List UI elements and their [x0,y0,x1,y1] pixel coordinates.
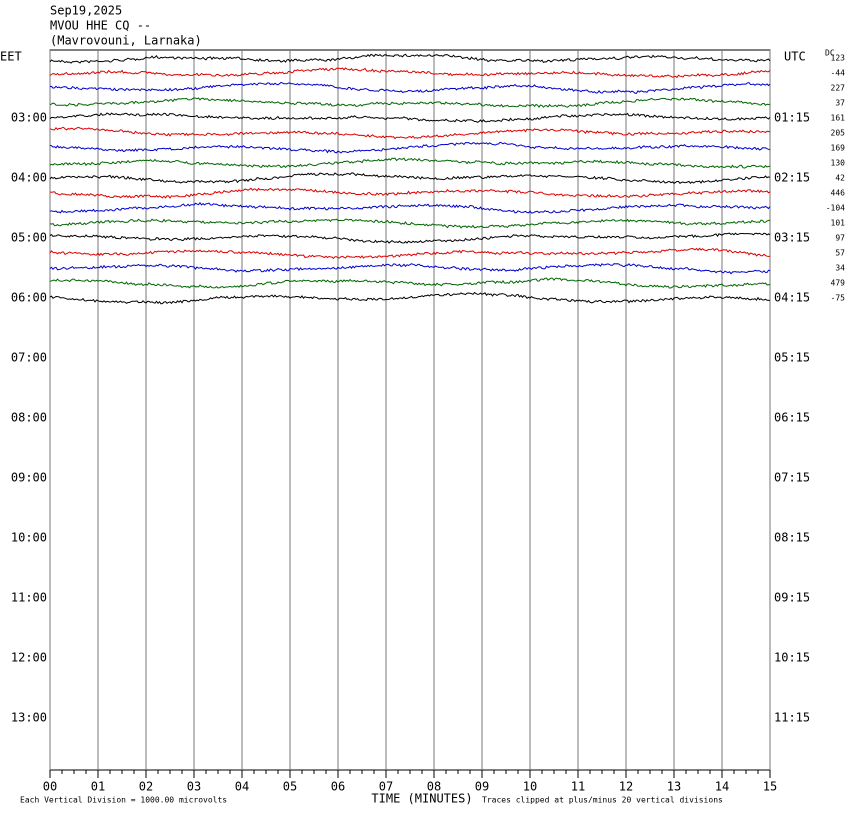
footer-left: Each Vertical Division = 1000.00 microvo… [20,796,227,805]
dc-value: 205 [831,129,846,138]
trace [49,247,770,260]
left-time: 06:00 [11,291,47,305]
left-axis-label: EET [0,50,22,64]
right-time: 04:15 [774,291,810,305]
trace [49,172,771,185]
x-tick-label: 00 [43,780,57,794]
x-tick-label: 09 [475,780,489,794]
dc-value: 161 [831,114,846,123]
trace [49,263,771,275]
x-axis-title: TIME (MINUTES) [371,792,472,806]
right-axis-label: UTC [784,50,806,64]
trace [49,97,771,108]
left-time: 11:00 [11,591,47,605]
dc-value: 446 [831,189,846,198]
x-tick-label: 08 [427,780,441,794]
trace [49,291,771,305]
dc-value: 34 [835,264,845,273]
dc-value: 57 [835,249,845,258]
dc-value: 37 [835,99,845,108]
x-tick-label: 15 [763,780,777,794]
trace [49,201,771,214]
right-time: 09:15 [774,591,810,605]
trace [49,232,771,244]
x-tick-label: 10 [523,780,537,794]
dc-value: 479 [831,279,846,288]
x-tick-label: 11 [571,780,585,794]
dc-value: 130 [831,159,846,168]
trace [49,81,771,94]
right-time: 08:15 [774,531,810,545]
left-time: 07:00 [11,351,47,365]
x-tick-label: 02 [139,780,153,794]
trace [49,112,771,123]
dc-value: -75 [831,294,846,303]
right-time: 07:15 [774,471,810,485]
dc-value: 42 [835,174,845,183]
left-time: 05:00 [11,231,47,245]
dc-value: 97 [835,234,845,243]
x-tick-label: 13 [667,780,681,794]
right-time: 06:15 [774,411,810,425]
trace [49,277,771,289]
location: (Mavrovouni, Larnaka) [50,34,202,48]
x-tick-label: 06 [331,780,345,794]
left-time: 08:00 [11,411,47,425]
x-tick-label: 04 [235,780,249,794]
left-time: 10:00 [11,531,47,545]
left-time: 09:00 [11,471,47,485]
right-time: 03:15 [774,231,810,245]
x-tick-label: 05 [283,780,297,794]
trace [49,53,771,64]
date: Sep19,2025 [50,4,122,18]
right-time: 05:15 [774,351,810,365]
trace [49,157,771,169]
left-time: 12:00 [11,651,47,665]
trace [49,141,771,154]
right-time: 11:15 [774,711,810,725]
right-time: 10:15 [774,651,810,665]
x-tick-label: 12 [619,780,633,794]
right-time: 02:15 [774,171,810,185]
plot-frame [49,49,771,771]
right-time: 01:15 [774,111,810,125]
dc-value: 169 [831,144,846,153]
footer-right: Traces clipped at plus/minus 20 vertical… [482,796,723,805]
left-time: 13:00 [11,711,47,725]
dc-value: 101 [831,219,846,228]
x-tick-label: 01 [91,780,105,794]
station: MVOU HHE CQ -- [50,19,151,33]
trace [49,218,770,229]
dc-value: -104 [826,204,845,213]
dc-value: 123 [831,54,846,63]
trace [49,126,771,140]
trace [49,187,771,199]
x-tick-label: 14 [715,780,729,794]
trace [49,67,771,79]
dc-value: -44 [831,69,846,78]
left-time: 04:00 [11,171,47,185]
dc-value: 227 [831,84,846,93]
x-tick-label: 07 [379,780,393,794]
x-tick-label: 03 [187,780,201,794]
left-time: 03:00 [11,111,47,125]
dc-label: DC [825,49,835,58]
